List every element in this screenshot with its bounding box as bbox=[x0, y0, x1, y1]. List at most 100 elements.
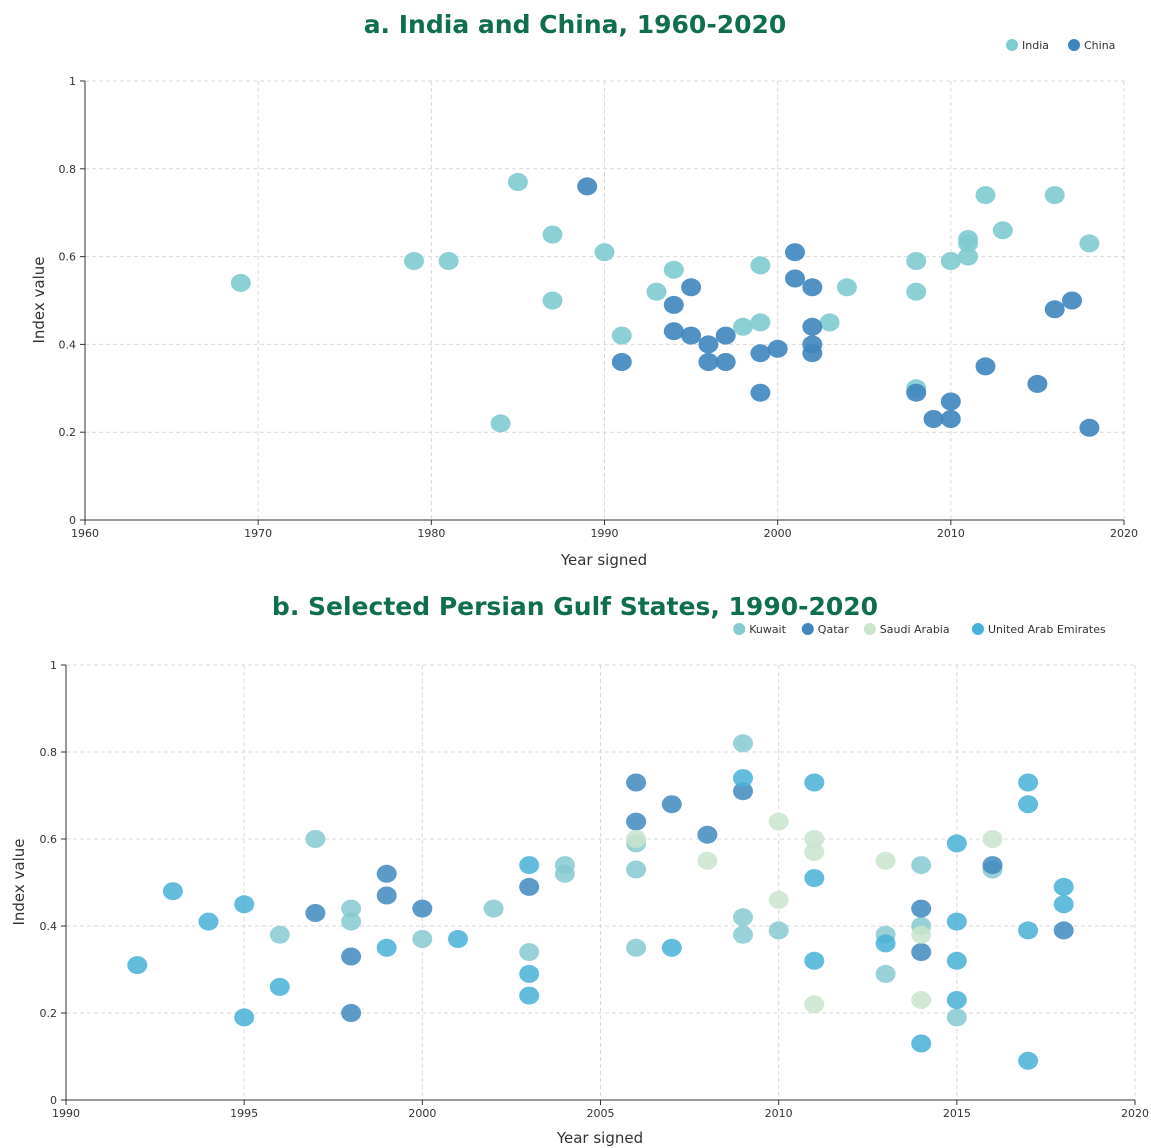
x-tick-label: 2010 bbox=[765, 1107, 793, 1120]
legend-item: Kuwait bbox=[733, 623, 787, 636]
y-tick-label: 0.4 bbox=[59, 338, 77, 351]
data-point-india bbox=[438, 252, 459, 270]
data-point-india bbox=[490, 414, 511, 433]
data-point-united-arab-emirates bbox=[733, 769, 753, 788]
legend-label: Kuwait bbox=[749, 623, 786, 636]
y-axis-label: Index value bbox=[10, 838, 28, 925]
data-point-united-arab-emirates bbox=[519, 856, 540, 875]
data-point-china bbox=[715, 353, 736, 371]
data-points bbox=[127, 734, 1074, 1070]
tick-labels: 0 0.2 0.4 0.6 0.8 1 1960 1970 1980 1990 2000 2010 20… bbox=[59, 75, 1139, 540]
data-point-saudi-arabia bbox=[804, 995, 825, 1014]
data-point-kuwait bbox=[554, 864, 575, 883]
legend-marker bbox=[801, 623, 814, 635]
axes bbox=[80, 80, 1125, 525]
data-point-india bbox=[733, 317, 753, 336]
data-point-united-arab-emirates bbox=[804, 869, 825, 888]
data-point-china bbox=[698, 353, 719, 371]
data-point-china bbox=[663, 322, 684, 341]
data-point-china bbox=[663, 295, 684, 314]
tick-labels: 0 0.2 0.4 0.6 0.8 1 1990 1995 2000 2005 2010 2015 20… bbox=[40, 659, 1150, 1120]
data-point-saudi-arabia bbox=[697, 851, 718, 870]
data-point-india bbox=[836, 278, 857, 297]
data-point-united-arab-emirates bbox=[1018, 773, 1039, 792]
y-tick-label: 0 bbox=[69, 514, 76, 527]
data-point-united-arab-emirates bbox=[1018, 795, 1039, 814]
data-point-india bbox=[404, 252, 424, 270]
x-tick-label: 2020 bbox=[1110, 527, 1138, 540]
data-point-united-arab-emirates bbox=[1018, 921, 1039, 940]
data-point-kuwait bbox=[341, 899, 362, 918]
grid bbox=[66, 664, 1136, 1100]
data-point-saudi-arabia bbox=[768, 812, 789, 831]
data-point-united-arab-emirates bbox=[661, 938, 682, 957]
data-point-china bbox=[1027, 374, 1048, 393]
data-point-india bbox=[611, 326, 632, 345]
legend-label: United Arab Emirates bbox=[988, 623, 1106, 636]
data-point-united-arab-emirates bbox=[804, 773, 825, 792]
data-point-united-arab-emirates bbox=[519, 964, 540, 983]
data-point-china bbox=[802, 344, 823, 363]
x-tick-label: 1960 bbox=[71, 527, 99, 540]
legend: Kuwait Qatar Saudi Arabia United Arab Emira… bbox=[733, 623, 1106, 636]
y-tick-label: 0.8 bbox=[59, 163, 77, 176]
y-tick-label: 0.6 bbox=[59, 251, 77, 264]
data-point-qatar bbox=[305, 904, 326, 922]
data-point-india bbox=[230, 273, 251, 292]
data-point-china bbox=[698, 335, 719, 354]
data-point-united-arab-emirates bbox=[1053, 877, 1074, 896]
data-point-india bbox=[1044, 186, 1065, 205]
x-tick-label: 2000 bbox=[764, 527, 792, 540]
data-point-qatar bbox=[1053, 921, 1074, 940]
data-point-kuwait bbox=[412, 930, 433, 948]
x-tick-label: 1990 bbox=[591, 527, 619, 540]
x-tick-label: 2015 bbox=[943, 1107, 971, 1120]
data-point-united-arab-emirates bbox=[875, 934, 896, 953]
y-tick-label: 1 bbox=[69, 75, 76, 88]
data-point-china bbox=[750, 344, 771, 363]
data-point-united-arab-emirates bbox=[804, 951, 825, 970]
x-tick-label: 1970 bbox=[244, 527, 272, 540]
data-point-china bbox=[681, 326, 702, 345]
data-point-qatar bbox=[982, 856, 1003, 875]
data-point-united-arab-emirates bbox=[1018, 1051, 1039, 1070]
legend-marker bbox=[733, 623, 746, 635]
data-point-kuwait bbox=[626, 860, 647, 879]
legend-marker bbox=[972, 623, 984, 635]
y-tick-label: 0.8 bbox=[40, 746, 58, 759]
data-point-india bbox=[542, 225, 563, 244]
data-point-china bbox=[1062, 291, 1082, 310]
data-point-saudi-arabia bbox=[626, 830, 647, 848]
panel-a-india-china: a. India and China, 1960-2020 0 0.2 0.4 0.6… bbox=[30, 10, 1138, 569]
data-point-qatar bbox=[412, 899, 433, 918]
data-point-china bbox=[975, 357, 996, 376]
data-point-india bbox=[646, 282, 667, 301]
data-point-saudi-arabia bbox=[982, 830, 1003, 848]
data-point-india bbox=[940, 252, 961, 270]
data-point-qatar bbox=[697, 825, 718, 844]
data-point-india bbox=[750, 313, 771, 332]
legend-label: India bbox=[1022, 39, 1049, 52]
data-point-china bbox=[1044, 300, 1065, 319]
data-point-saudi-arabia bbox=[911, 925, 932, 944]
data-point-india bbox=[975, 186, 996, 205]
data-point-kuwait bbox=[733, 925, 753, 944]
legend-item: India bbox=[1006, 39, 1049, 52]
data-point-saudi-arabia bbox=[804, 830, 825, 848]
data-point-china bbox=[923, 410, 944, 428]
data-point-kuwait bbox=[483, 899, 504, 918]
data-point-qatar bbox=[376, 864, 397, 883]
data-point-china bbox=[785, 243, 805, 262]
y-tick-label: 0.4 bbox=[40, 920, 58, 933]
data-point-united-arab-emirates bbox=[234, 1008, 255, 1027]
legend: India China bbox=[1006, 39, 1115, 52]
data-point-united-arab-emirates bbox=[946, 834, 967, 853]
legend-item: Saudi Arabia bbox=[863, 623, 950, 636]
legend-label: Saudi Arabia bbox=[880, 623, 950, 636]
data-point-saudi-arabia bbox=[768, 890, 789, 909]
data-point-india bbox=[542, 291, 563, 310]
data-point-kuwait bbox=[911, 856, 932, 875]
legend-marker bbox=[863, 623, 876, 635]
data-point-china bbox=[577, 177, 598, 196]
